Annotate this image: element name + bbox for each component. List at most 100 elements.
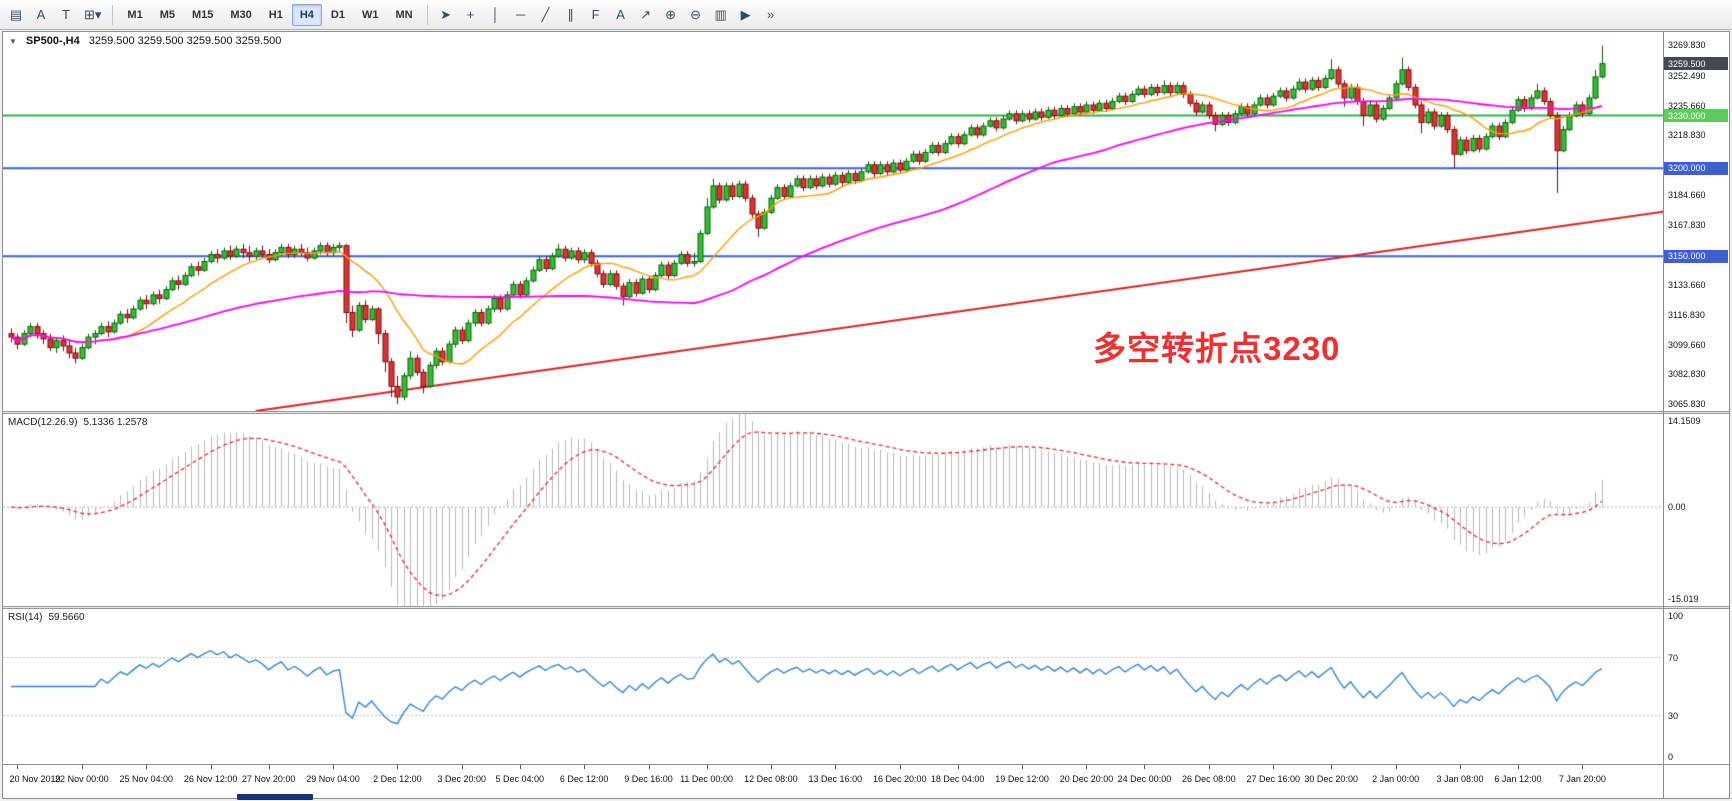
macd-canvas[interactable] xyxy=(3,414,1663,606)
time-axis-label: 18 Dec 04:00 xyxy=(930,774,985,784)
time-axis-tick xyxy=(648,765,650,769)
level-price-badge: 3230.000 xyxy=(1664,109,1728,123)
price-axis-label: 3184.660 xyxy=(1668,190,1706,201)
price-axis-label: 3116.830 xyxy=(1668,309,1705,320)
rsi-name: RSI(14) xyxy=(8,612,43,623)
time-axis-tick xyxy=(333,765,334,769)
price-axis[interactable]: 3269.830 3252.490 3235.660 3218.830 3184.660… xyxy=(1664,32,1729,798)
time-axis-label: 13 Dec 16:00 xyxy=(808,774,863,784)
timeframe-m5[interactable]: M5 xyxy=(152,4,183,26)
toolbar-trendline-icon[interactable]: ╱ xyxy=(534,4,558,26)
level-price-badge: 3150.000 xyxy=(1664,249,1728,263)
price-axis-label: 3082.830 xyxy=(1668,369,1706,380)
panel-divider[interactable] xyxy=(3,606,1729,609)
time-axis-label: 19 Dec 12:00 xyxy=(995,774,1049,784)
rsi-canvas[interactable] xyxy=(3,609,1663,764)
time-axis-tick xyxy=(1022,765,1024,769)
time-axis-tick xyxy=(397,765,399,769)
time-axis-label: 2 Dec 12:00 xyxy=(373,774,422,784)
time-axis-tick xyxy=(210,765,212,769)
toolbar-tile-windows-icon[interactable]: ▥ xyxy=(709,4,733,26)
time-axis-label: 26 Nov 12:00 xyxy=(183,774,238,784)
timeframe-mn[interactable]: MN xyxy=(387,4,420,26)
toolbar-vertical-line-icon[interactable]: │ xyxy=(484,4,508,26)
time-axis-label: 27 Dec 16:00 xyxy=(1246,774,1301,784)
toolbar-symbol-picker-icon[interactable]: ⊞▾ xyxy=(79,4,106,26)
toolbar-separator xyxy=(112,4,114,25)
price-axis-border xyxy=(1663,32,1664,798)
scrollbar-thumb[interactable] xyxy=(237,794,313,800)
chart-window: ▼ SP500-,H4 3259.500 3259.500 3259.500 3… xyxy=(2,31,1730,799)
time-axis-label: 2 Jan 00:00 xyxy=(1372,774,1420,784)
toolbar-text-tool-icon[interactable]: T xyxy=(54,4,78,26)
price-axis-label: 3218.830 xyxy=(1668,130,1706,141)
time-axis-tick xyxy=(1460,765,1461,769)
rsi-axis-label: 30 xyxy=(1668,710,1679,721)
price-chart-canvas[interactable] xyxy=(3,32,1663,411)
toolbar-tools-group: ➤ + │ ─ ╱ ∥ F A ↗ ⊕ ⊖ ▥ ▶» xyxy=(434,4,783,26)
toolbar-separator xyxy=(426,4,428,25)
time-axis-tick xyxy=(1144,765,1146,769)
chart-annotation: 多空转折点3230 xyxy=(1093,330,1341,367)
time-axis-label: 20 Nov 2019 xyxy=(9,774,61,784)
timeframe-group: M1 M5 M15 M30 H1 H4 D1 W1 MN xyxy=(119,3,420,26)
time-axis-label: 9 Dec 16:00 xyxy=(624,774,673,784)
timeframe-h1[interactable]: H1 xyxy=(261,4,291,26)
macd-label: MACD(12.26.9) 5.1336 1.2578 xyxy=(8,417,147,428)
toolbar-auto-scroll-icon[interactable]: ▶ xyxy=(734,4,758,26)
rsi-axis-label: 0 xyxy=(1668,752,1674,762)
price-axis-label: 3133.660 xyxy=(1668,279,1706,290)
macd-axis-label: 14.1509 xyxy=(1668,416,1701,426)
time-axis-tick xyxy=(899,765,901,769)
price-axis-label: 3065.830 xyxy=(1668,399,1706,410)
time-axis-tick xyxy=(81,765,83,769)
time-axis-tick xyxy=(1273,765,1275,769)
price-axis-label: 3269.830 xyxy=(1668,40,1706,51)
toolbar-fibonacci-icon[interactable]: F xyxy=(584,4,608,26)
macd-axis-label: 0.00 xyxy=(1668,502,1686,513)
timeframe-w1[interactable]: W1 xyxy=(354,4,387,26)
timeframe-h4[interactable]: H4 xyxy=(291,3,322,26)
toolbar-crosshair-icon[interactable]: + xyxy=(459,4,483,26)
toolbar-chart-shift-icon[interactable]: » xyxy=(759,4,783,26)
time-axis-tick xyxy=(770,765,772,769)
toolbar-cursor-icon[interactable]: ➤ xyxy=(434,4,458,26)
toolbar-text-label-icon[interactable]: A xyxy=(609,4,633,26)
panel-divider[interactable] xyxy=(3,411,1729,414)
rsi-value: 59.5660 xyxy=(48,612,85,623)
time-axis-label: 22 Nov 00:00 xyxy=(55,774,109,784)
ohlc-values: 3259.500 3259.500 3259.500 3259.500 xyxy=(88,35,282,47)
toolbar-annotate-letter-icon[interactable]: A xyxy=(29,4,53,26)
timeframe-d1[interactable]: D1 xyxy=(323,4,353,26)
time-axis[interactable]: 20 Nov 2019 22 Nov 00:00 25 Nov 04:00 26 No… xyxy=(3,764,1729,798)
timeframe-m1[interactable]: M1 xyxy=(119,4,150,26)
time-axis-label: 6 Dec 12:00 xyxy=(559,774,609,784)
time-axis-label: 6 Jan 12:00 xyxy=(1494,774,1542,784)
price-axis-label: 3167.830 xyxy=(1668,219,1706,230)
time-axis-tick xyxy=(957,765,959,769)
time-axis-tick xyxy=(1517,765,1519,769)
time-axis-label: 16 Dec 20:00 xyxy=(872,774,927,784)
collapse-arrow-icon[interactable]: ▼ xyxy=(9,36,17,46)
toolbar-zoom-out-icon[interactable]: ⊖ xyxy=(684,4,708,26)
time-axis-label: 24 Dec 00:00 xyxy=(1117,774,1172,784)
toolbar-left-group: ▤ A T ⊞▾ xyxy=(4,4,106,26)
symbol-period-label: SP500-,H4 xyxy=(25,35,80,47)
timeframe-m15[interactable]: M15 xyxy=(184,4,221,26)
toolbar-market-watch-icon[interactable]: ▤ xyxy=(4,4,28,26)
current-price-badge: 3259.500 xyxy=(1664,57,1728,71)
toolbar-arrow-marker-icon[interactable]: ↗ xyxy=(634,4,658,26)
chart-title: ▼ SP500-,H4 3259.500 3259.500 3259.500 3… xyxy=(9,35,281,47)
price-axis-label: 3235.660 xyxy=(1668,100,1706,111)
time-axis-tick xyxy=(146,765,148,769)
macd-name: MACD(12.26.9) xyxy=(8,417,78,428)
toolbar-channel-icon[interactable]: ∥ xyxy=(559,4,583,26)
price-axis-label: 3099.660 xyxy=(1668,339,1706,350)
time-axis-tick xyxy=(1331,765,1333,769)
toolbar-zoom-in-icon[interactable]: ⊕ xyxy=(659,4,683,26)
price-axis-label: 3252.490 xyxy=(1668,70,1706,81)
toolbar-horizontal-line-icon[interactable]: ─ xyxy=(509,4,533,26)
time-axis-tick xyxy=(706,765,708,769)
timeframe-m30[interactable]: M30 xyxy=(222,4,259,26)
